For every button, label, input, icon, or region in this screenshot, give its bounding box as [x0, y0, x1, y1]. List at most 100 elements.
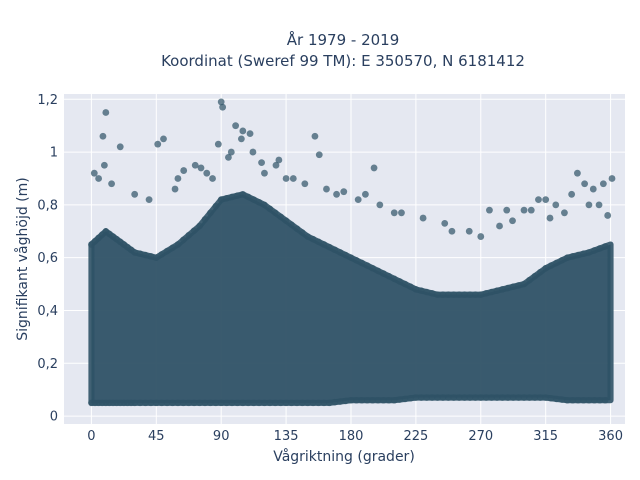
- scatter-point: [131, 190, 139, 198]
- scatter-point: [423, 394, 431, 401]
- scatter-point: [448, 227, 456, 235]
- scatter-point: [304, 233, 312, 240]
- scatter-point: [219, 103, 227, 111]
- scatter-point: [542, 264, 549, 272]
- scatter-point: [185, 231, 193, 239]
- scatter-point: [174, 175, 182, 182]
- scatter-point: [333, 190, 340, 198]
- scatter-point: [390, 396, 398, 404]
- scatter-point: [589, 185, 597, 193]
- scatter-point: [293, 399, 301, 407]
- scatter-point: [158, 399, 166, 407]
- scatter-point: [131, 249, 138, 256]
- scatter-point: [401, 395, 409, 403]
- scatter-point: [309, 235, 317, 243]
- scatter-point: [434, 291, 441, 298]
- scatter-point: [331, 246, 339, 254]
- scatter-point: [237, 135, 245, 143]
- scatter-point: [488, 288, 495, 296]
- scatter-point: [154, 140, 162, 148]
- scatter-point: [288, 399, 295, 407]
- scatter-point: [196, 222, 203, 230]
- scatter-point: [232, 122, 240, 130]
- scatter-point: [223, 399, 230, 407]
- scatter-point: [191, 161, 199, 169]
- scatter-point: [585, 201, 593, 209]
- scatter-point: [580, 250, 587, 258]
- scatter-point: [142, 399, 149, 407]
- scatter-point: [412, 394, 420, 401]
- scatter-point: [546, 214, 554, 222]
- scatter-point: [163, 247, 171, 255]
- y-tick-label: 0: [50, 410, 58, 425]
- scatter-point: [160, 135, 167, 143]
- scatter-point: [228, 399, 236, 407]
- scatter-point: [608, 175, 616, 182]
- scatter-point: [301, 180, 309, 188]
- scatter-point: [261, 169, 268, 177]
- scatter-point: [311, 132, 319, 140]
- scatter-point: [461, 394, 468, 401]
- scatter-point: [536, 394, 544, 401]
- scatter-point: [261, 399, 268, 407]
- scatter-point: [95, 175, 103, 182]
- scatter-point: [217, 196, 225, 203]
- scatter-point: [412, 286, 420, 293]
- scatter-point: [304, 399, 312, 407]
- scatter-point: [358, 396, 366, 404]
- scatter-point: [376, 201, 384, 209]
- scatter-point: [342, 397, 349, 405]
- scatter-point: [353, 396, 360, 404]
- scatter-point: [90, 169, 98, 177]
- chart-title: År 1979 - 2019: [287, 30, 400, 49]
- scatter-point: [591, 247, 598, 254]
- scatter-point: [385, 396, 393, 404]
- scatter-point: [527, 206, 535, 214]
- scatter-point: [209, 175, 216, 182]
- y-axis-title: Signifikant våghöjd (m): [14, 177, 31, 340]
- scatter-point: [323, 185, 330, 193]
- scatter-point: [477, 233, 485, 240]
- y-tick-labels: 0 0,2 0,4 0,6 0,8 1 1,2: [37, 93, 58, 425]
- scatter-point: [288, 221, 295, 228]
- scatter-point: [465, 227, 473, 235]
- scatter-point: [145, 196, 153, 204]
- scatter-point: [336, 249, 344, 256]
- scatter-point: [407, 394, 414, 402]
- scatter-point: [326, 243, 333, 251]
- scatter-point: [340, 188, 348, 196]
- scatter-point: [250, 196, 257, 203]
- scatter-point: [261, 201, 268, 209]
- scatter-point: [596, 245, 604, 252]
- scatter-point: [455, 394, 463, 401]
- y-tick-label: 0,4: [37, 304, 58, 319]
- scatter-point: [136, 399, 144, 407]
- scatter-point: [396, 278, 403, 285]
- scatter-point: [234, 399, 241, 407]
- scatter-point: [585, 249, 593, 256]
- scatter-point: [180, 399, 187, 407]
- scatter-point: [217, 98, 225, 106]
- x-tick-label: 135: [274, 429, 299, 444]
- scatter-point: [147, 399, 155, 407]
- scatter-point: [580, 396, 587, 404]
- scatter-point: [249, 148, 257, 156]
- scatter-point: [503, 206, 511, 214]
- scatter-point: [482, 394, 490, 401]
- x-tick-label: 180: [339, 429, 364, 444]
- scatter-point: [370, 164, 378, 172]
- scatter-point: [526, 394, 533, 401]
- scatter-point: [315, 399, 322, 407]
- scatter-point: [180, 167, 188, 174]
- scatter-point: [477, 291, 485, 298]
- scatter-point: [203, 169, 211, 177]
- scatter-point: [380, 270, 387, 277]
- scatter-point: [390, 209, 398, 217]
- scatter-point: [131, 399, 138, 407]
- y-tick-label: 1,2: [37, 93, 58, 108]
- scatter-point: [223, 194, 230, 202]
- scatter-point: [282, 175, 290, 182]
- x-tick-label: 90: [213, 429, 230, 444]
